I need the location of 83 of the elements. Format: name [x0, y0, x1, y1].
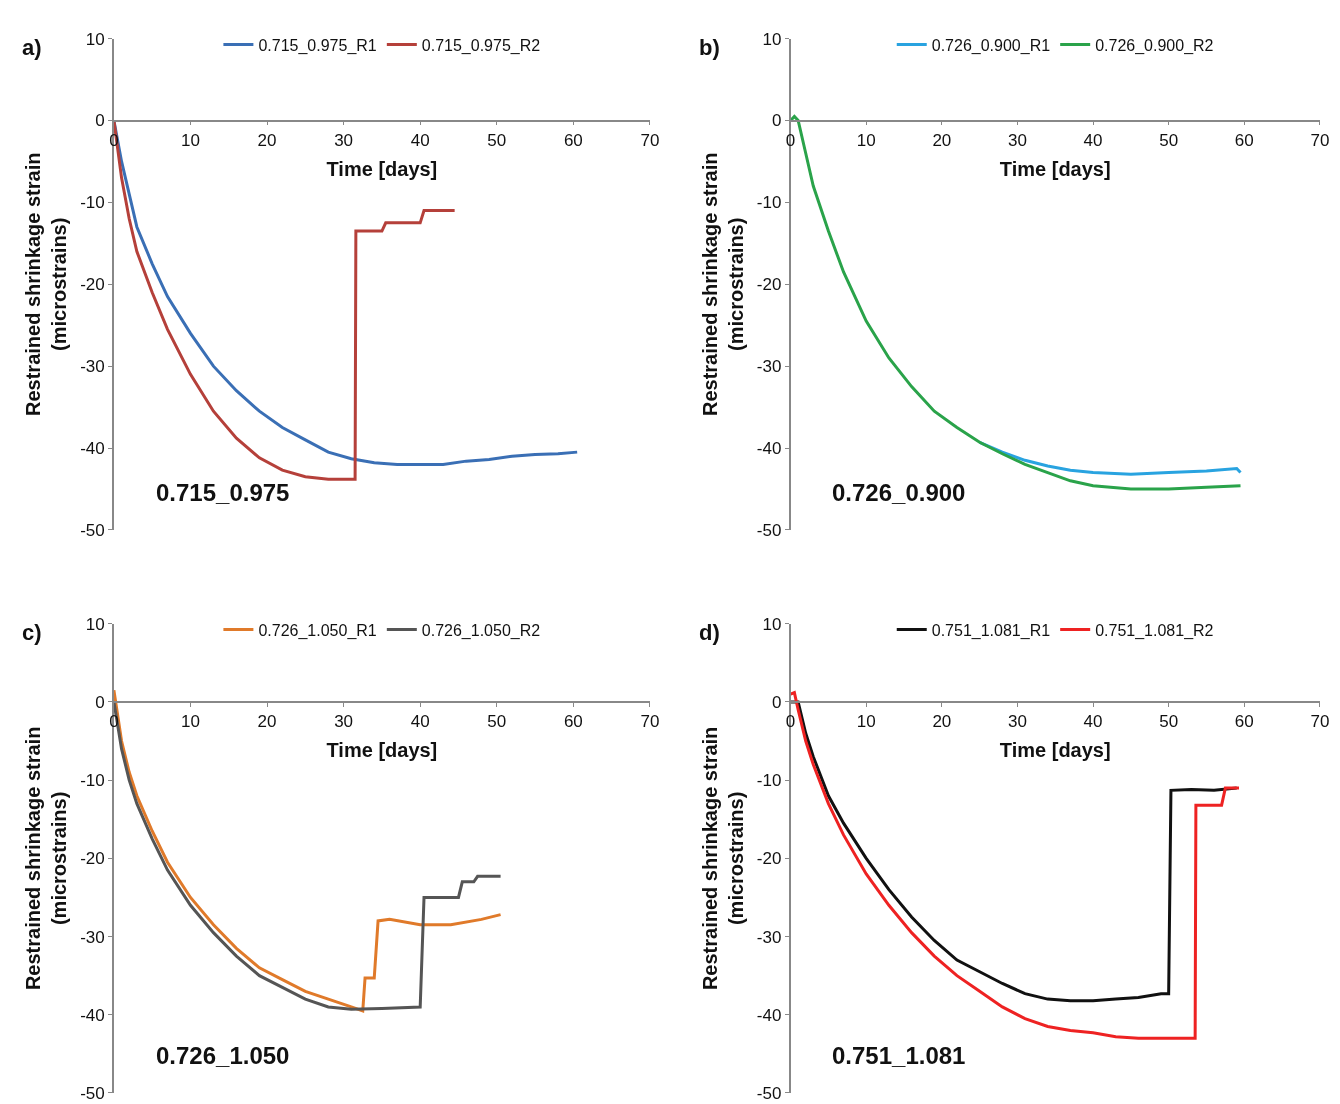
x-tick-label: 60 [563, 130, 583, 150]
legend-label: 0.726_0.900_R1 [931, 36, 1051, 55]
x-tick-label: 30 [334, 130, 354, 150]
legend-label: 0.751_1.081_R1 [931, 621, 1051, 640]
x-axis-title: Time [days] [999, 157, 1111, 180]
y-tick-label: -40 [80, 1005, 105, 1025]
x-tick-label: 70 [1310, 712, 1330, 732]
y-tick-label: 10 [762, 614, 782, 634]
y-axis-title: Restrained shrinkage strain (microstrains) [22, 726, 71, 991]
y-tick-label: -40 [80, 438, 105, 458]
x-axis-title: Time [days] [999, 739, 1111, 762]
y-tick-label: 0 [95, 111, 105, 131]
y-tick-label: -40 [756, 1005, 782, 1025]
x-tick-label: 50 [1159, 130, 1179, 150]
x-tick-label: 0 [785, 712, 796, 732]
x-tick-label: 70 [640, 712, 660, 732]
legend-label: 0.726_1.050_R2 [421, 621, 541, 640]
y-axis-title: Restrained shrinkage strain (microstrains) [698, 152, 747, 416]
y-tick-label: 10 [762, 29, 782, 49]
y-tick-label: -20 [756, 275, 782, 295]
x-tick-label: 60 [1234, 712, 1254, 732]
x-tick-label: 60 [1234, 130, 1254, 150]
legend-label: 0.726_1.050_R1 [258, 621, 377, 640]
chart-title: a) [22, 35, 42, 60]
y-tick-label: -30 [756, 357, 782, 377]
x-tick-label: 10 [181, 130, 200, 150]
y-tick-label: -30 [80, 927, 105, 947]
annotation: 0.726_1.050 [156, 1042, 290, 1069]
y-tick-label: 10 [85, 29, 105, 49]
y-tick-label: -50 [80, 1083, 105, 1103]
y-tick-label: -10 [80, 193, 105, 213]
y-tick-label: -20 [756, 849, 782, 869]
legend-label: 0.715_0.975_R1 [258, 36, 377, 55]
x-tick-label: 20 [257, 712, 277, 732]
line-series [978, 440, 1243, 476]
x-tick-label: 10 [856, 712, 876, 732]
y-axis-title: Restrained shrinkage strain (microstrains) [698, 726, 747, 991]
annotation: 0.726_0.900 [832, 479, 966, 506]
x-tick-label: 50 [487, 712, 507, 732]
x-tick-label: 70 [640, 130, 660, 150]
y-tick-label: -40 [756, 438, 782, 458]
x-axis-title: Time [days] [326, 157, 438, 180]
x-tick-label: 30 [1007, 712, 1027, 732]
chart-title: b) [699, 35, 720, 60]
legend-label: 0.726_0.900_R2 [1095, 36, 1214, 55]
y-tick-label: 10 [85, 614, 105, 634]
y-tick-label: 0 [771, 111, 782, 131]
x-tick-label: 40 [1083, 130, 1103, 150]
x-tick-label: 20 [932, 712, 952, 732]
y-axis-title: Restrained shrinkage strain (microstrains) [22, 152, 71, 416]
x-tick-label: 70 [1310, 130, 1330, 150]
y-tick-label: -20 [80, 849, 105, 869]
x-tick-label: 20 [932, 130, 952, 150]
y-tick-label: -50 [756, 1083, 782, 1103]
y-tick-label: -10 [80, 771, 105, 791]
x-tick-label: 40 [410, 712, 430, 732]
x-tick-label: 0 [785, 130, 796, 150]
legend-label: 0.715_0.975_R2 [421, 36, 541, 55]
y-tick-label: -30 [80, 357, 105, 377]
x-tick-label: 40 [410, 130, 430, 150]
y-tick-label: -50 [80, 520, 105, 540]
x-tick-label: 50 [487, 130, 507, 150]
y-tick-label: -30 [756, 927, 782, 947]
x-tick-label: 10 [181, 712, 200, 732]
x-tick-label: 60 [563, 712, 583, 732]
x-tick-label: 20 [257, 130, 277, 150]
y-tick-label: 0 [771, 692, 782, 712]
chart-title: d) [699, 620, 720, 645]
legend-label: 0.751_1.081_R2 [1095, 621, 1214, 640]
y-tick-label: 0 [95, 692, 105, 712]
x-tick-label: 40 [1083, 712, 1103, 732]
annotation: 0.715_0.975 [156, 479, 290, 506]
x-axis-title: Time [days] [326, 739, 438, 762]
x-tick-label: 50 [1159, 712, 1179, 732]
y-tick-label: -20 [80, 275, 105, 295]
y-tick-label: -10 [756, 771, 782, 791]
y-tick-label: -10 [756, 193, 782, 213]
x-tick-label: 10 [856, 130, 876, 150]
x-tick-label: 30 [334, 712, 354, 732]
annotation: 0.751_1.081 [832, 1042, 966, 1069]
chart-title: c) [22, 620, 42, 645]
y-tick-label: -50 [756, 520, 782, 540]
x-tick-label: 30 [1007, 130, 1027, 150]
